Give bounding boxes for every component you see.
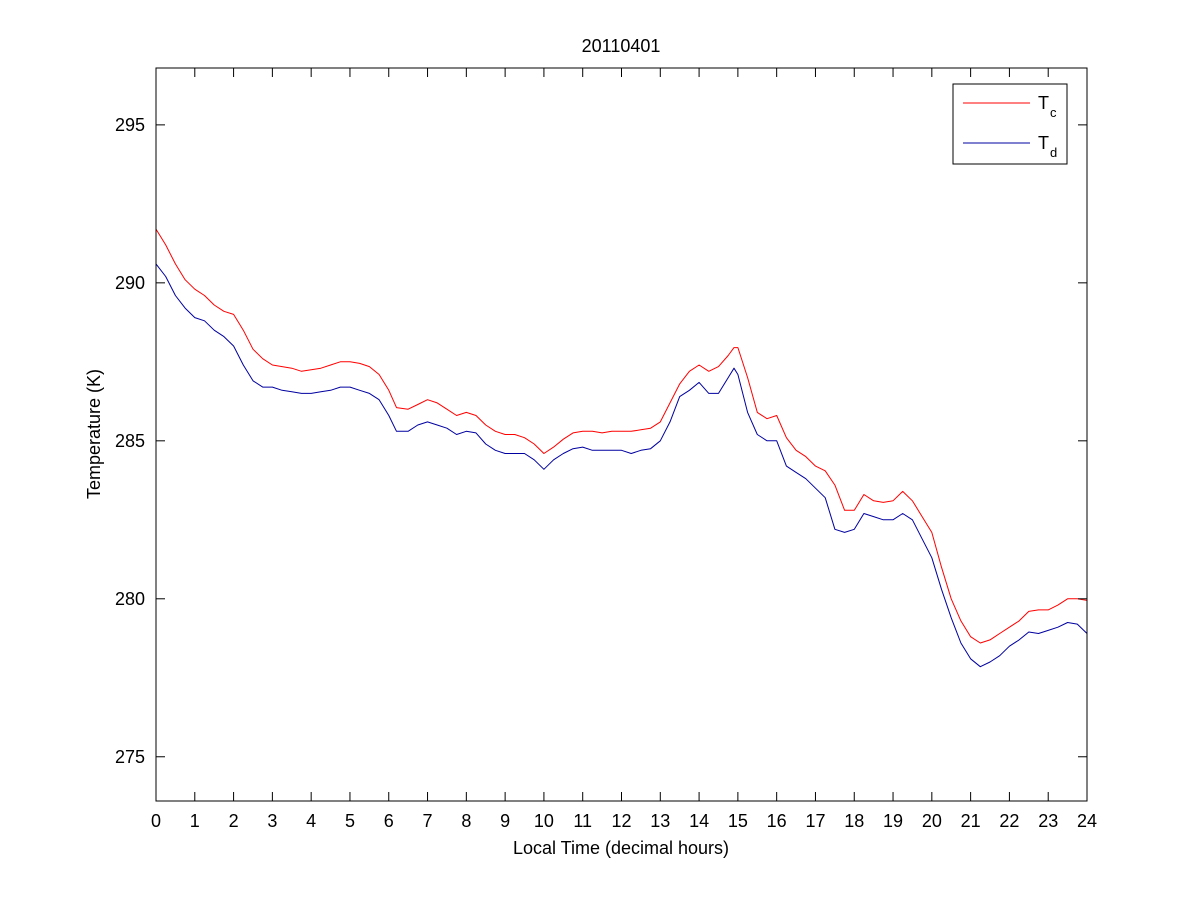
y-tick-label-280: 280 — [115, 589, 145, 609]
x-tick-label-3: 3 — [267, 811, 277, 831]
x-tick-label-5: 5 — [345, 811, 355, 831]
series-line-td — [155, 263, 1088, 668]
x-tick-label-16: 16 — [767, 811, 787, 831]
x-tick-label-13: 13 — [650, 811, 670, 831]
legend-label-td-main: T — [1038, 133, 1049, 153]
x-tick-label-12: 12 — [611, 811, 631, 831]
legend-label-tc-main: T — [1038, 93, 1049, 113]
x-tick-label-17: 17 — [805, 811, 825, 831]
legend: Tc Td — [952, 83, 1068, 165]
legend-label-td: Td — [1038, 133, 1057, 160]
legend-label-tc: Tc — [1038, 93, 1057, 120]
x-tick-label-8: 8 — [461, 811, 471, 831]
legend-label-tc-sub: c — [1050, 105, 1057, 120]
y-tick-label-275: 275 — [115, 747, 145, 767]
x-tick-label-11: 11 — [573, 811, 592, 831]
x-tick-label-0: 0 — [151, 811, 161, 831]
y-tick-label-285: 285 — [115, 431, 145, 451]
x-tick-label-14: 14 — [689, 811, 709, 831]
series-layer — [155, 228, 1088, 668]
x-tick-label-15: 15 — [728, 811, 748, 831]
x-tick-label-6: 6 — [384, 811, 394, 831]
x-tick-label-9: 9 — [500, 811, 510, 831]
x-tick-label-7: 7 — [423, 811, 433, 831]
x-tick-label-23: 23 — [1038, 811, 1058, 831]
legend-label-td-sub: d — [1050, 145, 1057, 160]
x-tick-label-10: 10 — [534, 811, 554, 831]
x-tick-label-21: 21 — [961, 811, 981, 831]
plot-area — [156, 68, 1087, 801]
x-tick-label-24: 24 — [1077, 811, 1097, 831]
y-tick-label-290: 290 — [115, 273, 145, 293]
tick-layer: 0 1 2 3 4 5 6 7 8 9 10 11 12 13 14 15 16 17 18 19 20 21 22 23 24… — [115, 68, 1097, 831]
x-axis-label: Local Time (decimal hours) — [513, 838, 729, 858]
x-tick-label-4: 4 — [306, 811, 316, 831]
x-tick-label-19: 19 — [883, 811, 903, 831]
x-tick-label-1: 1 — [190, 811, 200, 831]
x-tick-label-2: 2 — [229, 811, 239, 831]
legend-box — [952, 83, 1068, 165]
y-axis-label: Temperature (K) — [84, 369, 104, 499]
series-line-tc — [155, 228, 1088, 644]
x-tick-label-22: 22 — [999, 811, 1019, 831]
chart-title: 20110401 — [582, 36, 661, 56]
x-tick-label-18: 18 — [844, 811, 864, 831]
y-tick-label-295: 295 — [115, 115, 145, 135]
x-tick-label-20: 20 — [922, 811, 942, 831]
